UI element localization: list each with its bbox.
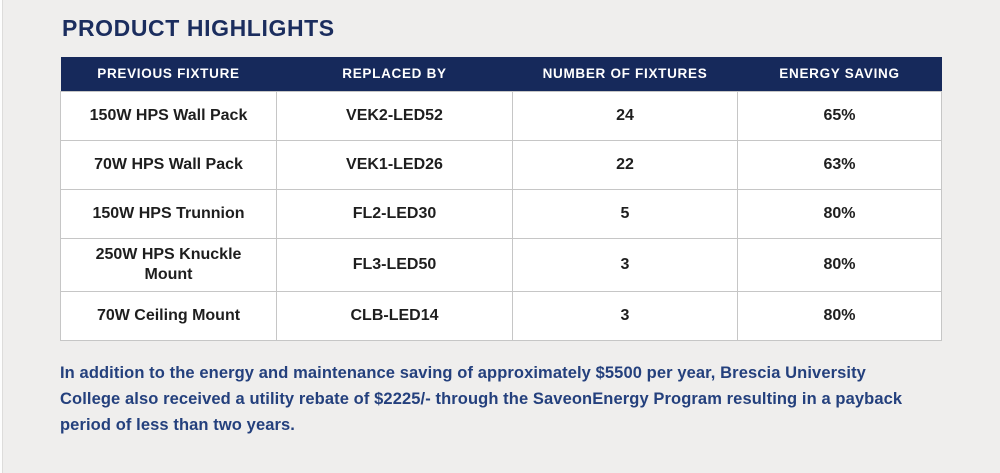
table-cell-previous-fixture: 70W Ceiling Mount xyxy=(60,290,277,341)
table-cell-energy-saving: 80% xyxy=(737,237,942,292)
footer-note: In addition to the energy and maintenanc… xyxy=(60,363,903,434)
table-cell-previous-fixture: 150W HPS Wall Pack xyxy=(60,90,277,141)
table-cell-replaced-by: CLB-LED14 xyxy=(276,290,513,341)
table-cell-energy-saving: 65% xyxy=(737,90,942,141)
table-cell-number-of-fixtures: 3 xyxy=(512,290,738,341)
table-cell-number-of-fixtures: 24 xyxy=(512,90,738,141)
table-row: 70W HPS Wall Pack VEK1-LED26 22 63% xyxy=(60,139,942,190)
table-cell-energy-saving: 80% xyxy=(737,188,942,239)
page-title: PRODUCT HIGHLIGHTS xyxy=(62,15,335,41)
table-cell-number-of-fixtures: 5 xyxy=(512,188,738,239)
table-cell-replaced-by: FL3-LED50 xyxy=(276,237,513,292)
table-header-cell-energy-saving: ENERGY SAVING xyxy=(737,57,942,91)
product-highlights-section: PRODUCT HIGHLIGHTS PREVIOUS FIXTURE REPL… xyxy=(60,15,942,438)
table-header-cell-number-of-fixtures: NUMBER OF FIXTURES xyxy=(512,57,738,91)
table-cell-previous-fixture: 150W HPS Trunnion xyxy=(60,188,277,239)
table-row: 150W HPS Trunnion FL2-LED30 5 80% xyxy=(60,188,942,239)
table-cell-previous-fixture: 250W HPS Knuckle Mount xyxy=(60,237,277,292)
table-row: 70W Ceiling Mount CLB-LED14 3 80% xyxy=(60,290,942,341)
table-row: 150W HPS Wall Pack VEK2-LED52 24 65% xyxy=(60,90,942,141)
page-edge-strip xyxy=(0,0,3,473)
table-cell-number-of-fixtures: 22 xyxy=(512,139,738,190)
table-header-cell-replaced-by: REPLACED BY xyxy=(276,57,513,91)
table-header-cell-previous-fixture: PREVIOUS FIXTURE xyxy=(60,57,277,91)
table-cell-energy-saving: 63% xyxy=(737,139,942,190)
table-row: 250W HPS Knuckle Mount FL3-LED50 3 80% xyxy=(60,237,942,292)
table-cell-replaced-by: FL2-LED30 xyxy=(276,188,513,239)
product-highlights-table: PREVIOUS FIXTURE REPLACED BY NUMBER OF F… xyxy=(60,57,942,341)
table-cell-replaced-by: VEK1-LED26 xyxy=(276,139,513,190)
table-cell-number-of-fixtures: 3 xyxy=(512,237,738,292)
table-cell-energy-saving: 80% xyxy=(737,290,942,341)
table-cell-replaced-by: VEK2-LED52 xyxy=(276,90,513,141)
table-header-row: PREVIOUS FIXTURE REPLACED BY NUMBER OF F… xyxy=(60,57,942,91)
table-cell-previous-fixture: 70W HPS Wall Pack xyxy=(60,139,277,190)
